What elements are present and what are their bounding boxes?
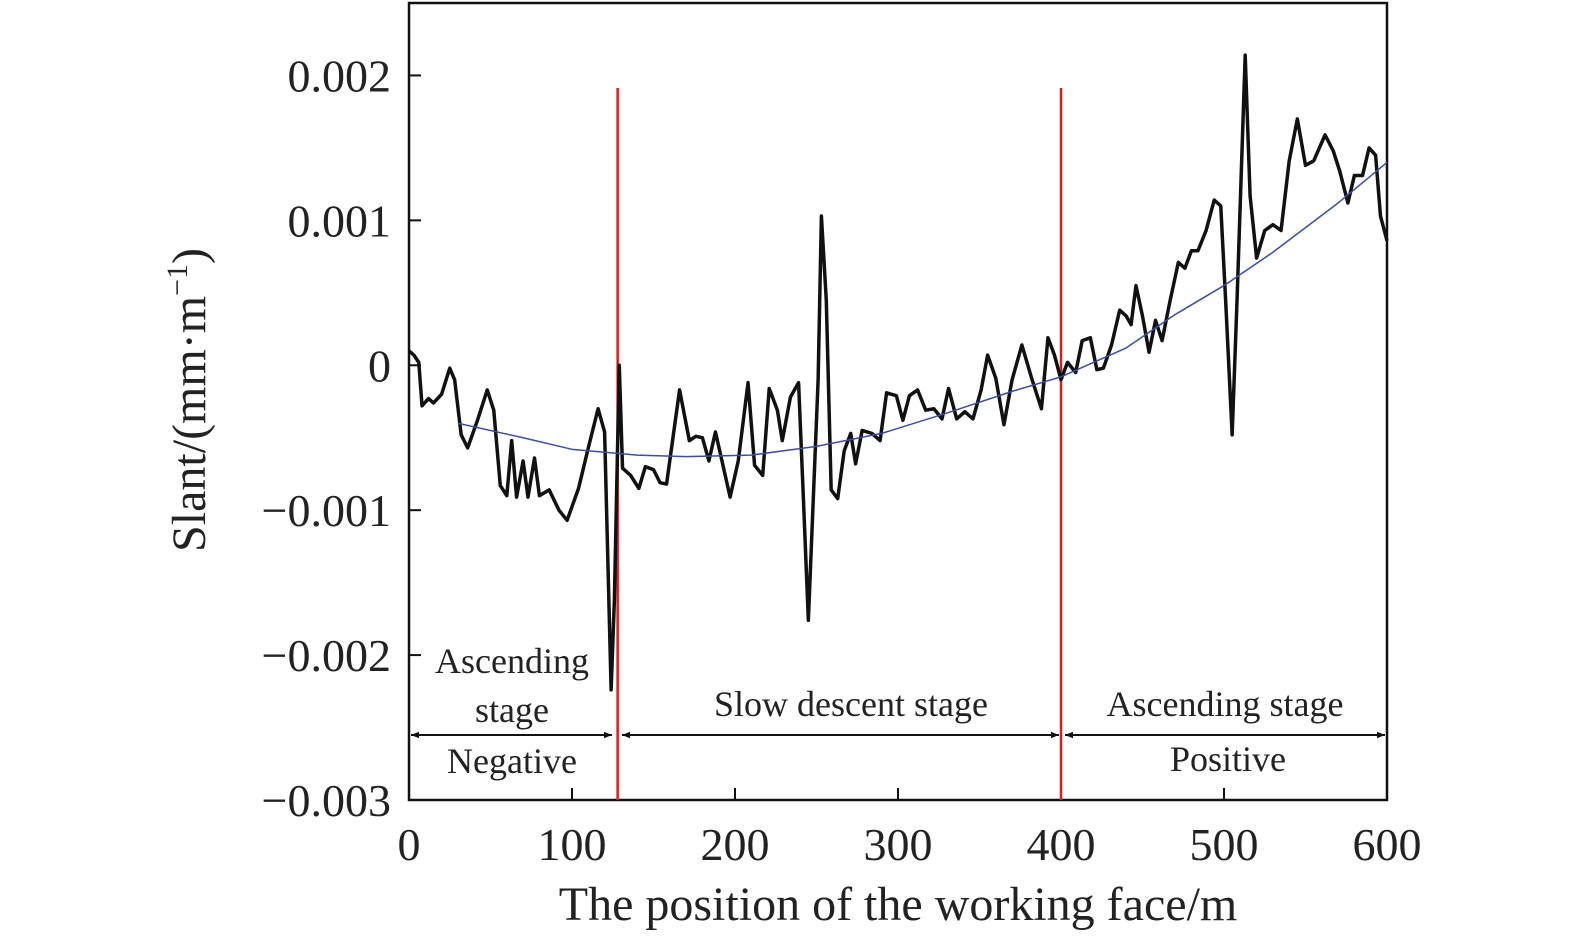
- x-tick-label: 0: [398, 819, 421, 870]
- y-axis-label-main: Slant/(mm·m: [163, 296, 216, 552]
- y-tick-label: −0.002: [262, 630, 391, 681]
- annotations: Ascending stage Negative Slow descent st…: [411, 641, 1385, 781]
- y-axis-label-end: ): [163, 248, 216, 264]
- y-tick-label: −0.001: [262, 485, 391, 536]
- x-tick-label: 400: [1027, 819, 1096, 870]
- y-tick-label: 0.002: [288, 50, 392, 101]
- annotation: Negative: [447, 741, 577, 781]
- data-line: [407, 53, 1389, 692]
- y-axis-label-sup: −1: [161, 264, 194, 296]
- fit-curve: [457, 161, 1388, 458]
- y-tick-label: −0.003: [262, 775, 391, 826]
- annotation: Positive: [1170, 739, 1286, 779]
- annotation: stage: [475, 690, 549, 730]
- x-tick-label: 500: [1190, 819, 1259, 870]
- annotation: Slow descent stage: [714, 684, 988, 724]
- annotation: Ascending: [435, 641, 589, 681]
- x-tick-label: 200: [701, 819, 770, 870]
- y-axis-label: Slant/(mm·m−1): [161, 248, 216, 552]
- x-tick-label: 100: [538, 819, 607, 870]
- annotation: Ascending stage: [1107, 684, 1344, 724]
- y-tick-label: 0.001: [288, 195, 392, 246]
- y-tick-label: 0: [368, 340, 391, 391]
- x-tick-label: 300: [864, 819, 933, 870]
- x-tick-label: 600: [1353, 819, 1422, 870]
- x-axis-label: The position of the working face/m: [559, 878, 1238, 931]
